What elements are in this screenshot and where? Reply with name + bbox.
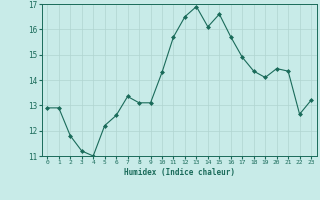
- X-axis label: Humidex (Indice chaleur): Humidex (Indice chaleur): [124, 168, 235, 177]
